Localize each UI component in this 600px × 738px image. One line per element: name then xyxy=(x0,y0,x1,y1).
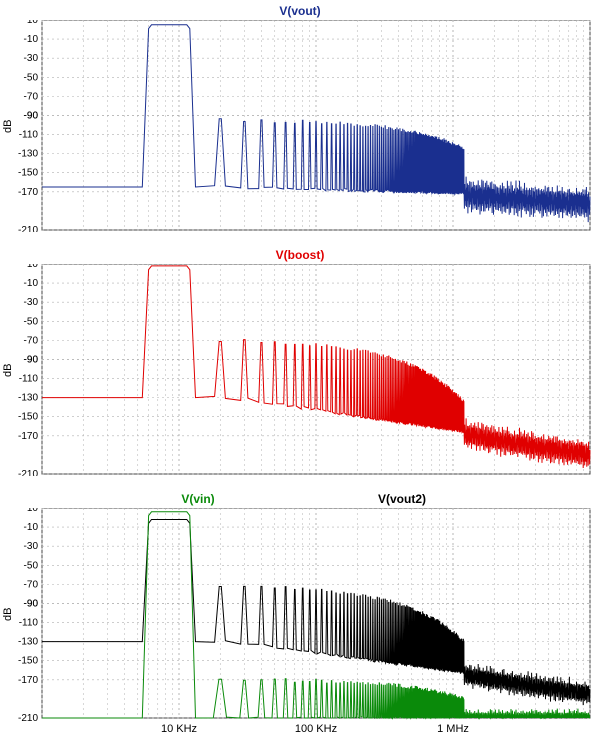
plot-area: 10-10-30-50-70-90-110-130-150-170-90-210 xyxy=(0,20,600,232)
x-tick-label: 1 MHz xyxy=(437,723,469,735)
y-tick-label: -150 xyxy=(18,656,38,667)
series-line xyxy=(42,520,590,706)
y-tick-label: -70 xyxy=(24,335,39,346)
panel-title: V(vout) xyxy=(279,4,320,18)
y-tick-label: 10 xyxy=(27,20,39,26)
series-line xyxy=(42,266,590,468)
y-tick-label: -90 xyxy=(24,110,39,121)
panel-boost: V(boost) 10 -10 -30 -50 -70 -90 -110 -130 -150 -17… xyxy=(0,248,600,484)
y-tick-label: 10 xyxy=(27,508,39,514)
y-axis-label: dB xyxy=(2,608,14,621)
y-tick-label: -50 xyxy=(24,560,39,571)
y-tick-label: -70 xyxy=(24,91,39,102)
y-tick-label: -10 xyxy=(24,278,39,289)
y-tick-label: -90 xyxy=(24,598,39,609)
y-tick-label: -110 xyxy=(19,374,39,385)
panel-title: V(vout2) xyxy=(378,492,426,506)
y-tick-label: -30 xyxy=(24,297,39,308)
y-tick-label: -210 xyxy=(18,225,38,232)
panel-vin: V(vin) V(vout2) 10 -10 -30 -50 -70 -90 -110 -130 -… xyxy=(0,492,600,728)
y-tick-label: -130 xyxy=(18,393,38,404)
y-tick-label: -170 xyxy=(18,675,38,686)
y-tick-label: -210 xyxy=(18,713,38,724)
plot-area: 10-10-30-50-70-90-110-130-150-170-90-210… xyxy=(0,508,600,738)
series-line xyxy=(42,25,590,222)
y-tick-label: -50 xyxy=(24,72,39,83)
x-tick-label: 100 KHz xyxy=(295,723,337,735)
y-tick-label: -150 xyxy=(18,412,38,423)
y-tick-label: -170 xyxy=(18,431,38,442)
x-tick-label: 10 KHz xyxy=(161,723,197,735)
y-tick-label: -10 xyxy=(24,34,39,45)
y-tick-label: -10 xyxy=(24,522,39,533)
panel-title: V(boost) xyxy=(276,248,325,262)
panel-title: V(vin) xyxy=(181,492,214,506)
y-tick-label: -30 xyxy=(24,53,39,64)
y-tick-label: -210 xyxy=(18,469,38,476)
plot-area: 10-10-30-50-70-90-110-130-150-170-90-210 xyxy=(0,264,600,476)
y-tick-label: -30 xyxy=(24,541,39,552)
y-tick-label: -110 xyxy=(19,130,39,141)
y-tick-label: -170 xyxy=(18,187,38,198)
y-tick-label: 10 xyxy=(27,264,39,270)
y-axis-label: dB xyxy=(2,364,14,377)
y-tick-label: -130 xyxy=(18,637,38,648)
fft-figure: www…tronics.com V(vout)10-10-30-50-70-90… xyxy=(0,0,600,732)
y-tick-label: -50 xyxy=(24,316,39,327)
y-tick-label: -110 xyxy=(19,618,39,629)
y-axis-label: dB xyxy=(2,120,14,133)
y-tick-label: -70 xyxy=(24,579,39,590)
panel-vout: V(vout) 10 -10 -30 -50 -70 -90 -110 -130 -150 -170… xyxy=(0,4,600,240)
y-tick-label: -150 xyxy=(18,168,38,179)
y-tick-label: -130 xyxy=(18,149,38,160)
y-tick-label: -90 xyxy=(24,354,39,365)
